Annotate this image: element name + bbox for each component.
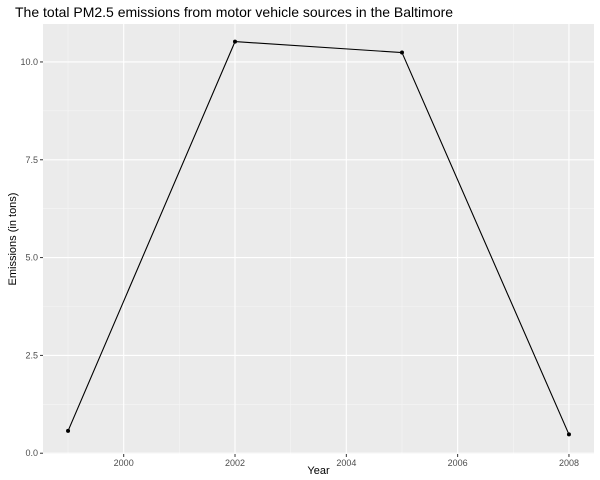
major-gridlines: [43, 24, 594, 454]
x-axis-title: Year: [307, 465, 330, 477]
y-axis-title: Emissions (in tons): [7, 193, 19, 286]
y-tick-label: 2.5: [25, 350, 38, 360]
minor-gridlines: [43, 24, 594, 454]
x-tick-label: 2004: [336, 458, 356, 468]
data-point: [66, 428, 71, 433]
plot-panel: [43, 24, 594, 454]
y-tick-label: 10.0: [20, 57, 38, 67]
x-tick-label: 2002: [225, 458, 245, 468]
series-line: [67, 41, 570, 435]
y-tick-label: 0.0: [25, 448, 38, 458]
chart-title: The total PM2.5 emissions from motor veh…: [15, 4, 453, 20]
data-point: [233, 39, 238, 44]
x-tick-label: 2000: [114, 458, 134, 468]
data-point: [399, 50, 404, 55]
x-tick-label: 2008: [559, 458, 579, 468]
x-tick-label: 2006: [448, 458, 468, 468]
y-tick-label: 7.5: [25, 155, 38, 165]
y-tick-label: 5.0: [25, 253, 38, 263]
data-point: [566, 432, 571, 437]
axes: 2000 2002 2004 2006 2008 0.0 2.5 5.0 7.5 10.0: [20, 57, 579, 468]
series-layer: [66, 39, 571, 437]
